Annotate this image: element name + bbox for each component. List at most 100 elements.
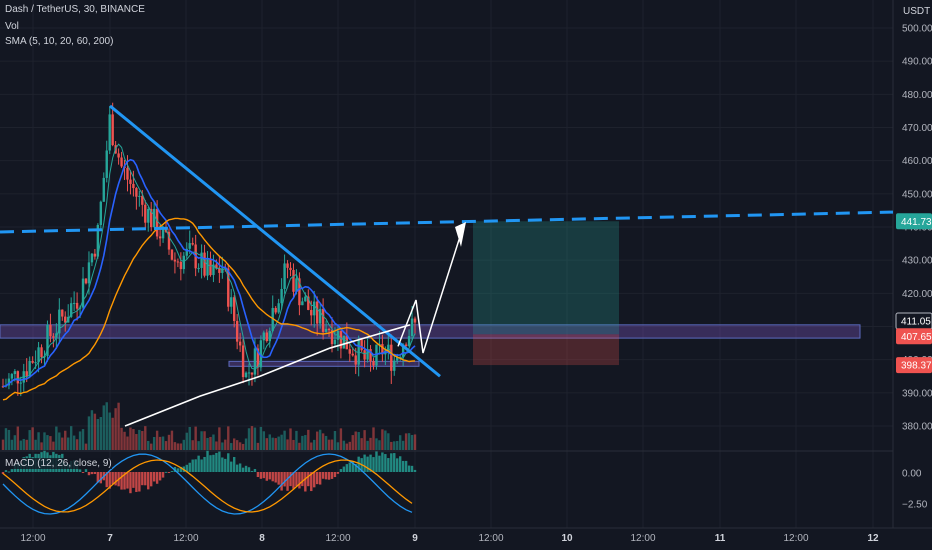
candle-body [286, 263, 289, 268]
volume-bar [363, 430, 366, 450]
macd-histogram-bar [396, 458, 399, 472]
volume-bar [298, 442, 301, 450]
macd-tick-label: −2.50 [902, 500, 928, 511]
candle-body [99, 201, 103, 225]
symbol-title[interactable]: Dash / TetherUS, 30, BINANCE [5, 4, 145, 15]
candle-body [191, 243, 194, 245]
volume-bar [161, 436, 165, 450]
volume-bar [10, 439, 14, 450]
macd-histogram-bar [262, 472, 266, 479]
candle-body [111, 114, 114, 146]
descending-trendline [109, 104, 441, 378]
candle-body [90, 253, 94, 263]
volume-bar [339, 428, 343, 450]
candle-body [289, 267, 292, 270]
macd-histogram-bar [141, 472, 144, 486]
volume-bar [286, 439, 289, 450]
volume-bar [366, 440, 369, 450]
candle-body [354, 355, 357, 365]
candle-body [366, 349, 369, 360]
volume-bar [378, 440, 381, 450]
macd-histogram-bar [304, 472, 307, 492]
candle-body [144, 204, 147, 223]
macd-histogram-bar [93, 472, 97, 475]
price-tick-label: 460.00 [902, 156, 932, 167]
volume-bar [238, 442, 242, 450]
candle-body [197, 267, 200, 269]
macd-histogram-bar [274, 472, 277, 483]
macd-histogram-bar [339, 469, 343, 472]
macd-histogram-bar [7, 471, 11, 473]
candle-body [227, 268, 230, 307]
candle-body [161, 228, 165, 239]
volume-bar [262, 431, 266, 450]
macd-histogram-bar [129, 472, 132, 494]
candle-body [105, 150, 108, 178]
volume-bar [268, 434, 271, 450]
volume-bar [129, 427, 132, 450]
candle-body [37, 347, 40, 363]
volume-bar [28, 430, 31, 450]
resistance-dashed-line [0, 210, 894, 234]
candle-body [147, 208, 150, 223]
candle-body [369, 349, 372, 362]
volume-bar [244, 438, 248, 450]
macd-histogram-bar [144, 472, 147, 486]
candle-body [253, 348, 257, 375]
volume-bar [387, 433, 390, 450]
price-tick-label: 430.00 [902, 256, 932, 267]
sma-label[interactable]: SMA (5, 10, 20, 60, 200) [5, 36, 114, 47]
macd-histogram-bar [390, 453, 393, 472]
macd-histogram-bar [197, 455, 200, 472]
candle-body [274, 307, 277, 313]
volume-bar [46, 435, 49, 450]
volume-bar [256, 442, 260, 450]
macd-histogram-bar [280, 472, 283, 491]
macd-histogram-bar [298, 472, 301, 489]
macd-histogram-bar [351, 461, 354, 472]
volume-bar [265, 438, 268, 450]
macd-histogram-bar [10, 469, 14, 472]
macd-histogram-bar [185, 464, 188, 472]
volume-bar [274, 438, 277, 450]
macd-histogram-bar [301, 472, 304, 487]
candle-body [396, 357, 399, 361]
volume-bar [117, 402, 120, 450]
macd-histogram-bar [372, 457, 375, 472]
volume-bar [209, 436, 212, 450]
volume-bar [390, 441, 393, 450]
candle-body [19, 382, 22, 384]
candle-body [173, 259, 177, 262]
macd-histogram-bar [114, 472, 117, 486]
macd-histogram-bar [215, 452, 218, 472]
volume-bar [141, 431, 144, 450]
candle-body [158, 236, 162, 239]
macd-histogram-bar [315, 472, 319, 485]
volume-bar [372, 427, 375, 450]
macd-histogram-bar [105, 472, 108, 488]
macd-histogram-bar [4, 470, 8, 472]
candle-body [176, 261, 180, 263]
price-axis: 500.00490.00480.00470.00460.00450.00440.… [895, 24, 932, 511]
volume-bar [31, 427, 34, 450]
candle-body [96, 224, 100, 257]
macd-histogram-bar [132, 472, 135, 488]
volume-bar [289, 428, 292, 450]
candle-body [69, 303, 73, 317]
volume-bar [170, 430, 174, 450]
candle-body [209, 259, 212, 276]
trend-drawings [0, 104, 894, 427]
vol-label[interactable]: Vol [5, 21, 19, 32]
candle-body [212, 264, 215, 276]
macd-histogram-bar [378, 455, 381, 472]
volume-bar [102, 405, 105, 450]
signal-line [2, 459, 413, 513]
macd-histogram-bar [212, 454, 215, 472]
candle-body [179, 261, 183, 270]
candle-body [390, 344, 393, 371]
volume-bar [34, 439, 37, 450]
macd-histogram-bar [200, 459, 203, 472]
candle-body [404, 344, 408, 346]
macd-label[interactable]: MACD (12, 26, close, 9) [5, 458, 112, 469]
